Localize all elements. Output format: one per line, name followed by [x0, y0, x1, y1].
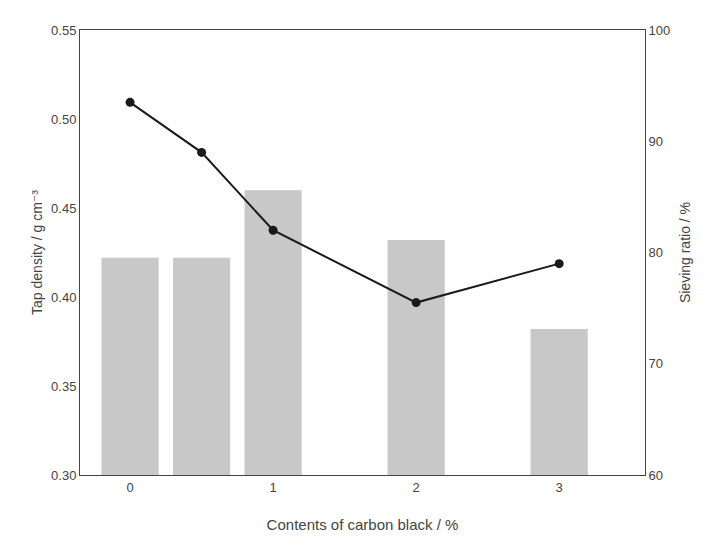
svg-text:2: 2	[413, 480, 420, 495]
svg-text:0.50: 0.50	[51, 112, 76, 127]
svg-text:0.45: 0.45	[51, 201, 76, 216]
svg-text:1: 1	[269, 480, 276, 495]
svg-text:70: 70	[649, 356, 663, 371]
svg-text:Contents of carbon black / %: Contents of carbon black / %	[267, 516, 459, 533]
svg-text:0.35: 0.35	[51, 379, 76, 394]
svg-text:100: 100	[649, 23, 671, 38]
svg-text:3: 3	[556, 480, 563, 495]
svg-text:0.40: 0.40	[51, 290, 76, 305]
svg-text:60: 60	[649, 468, 663, 483]
svg-text:0: 0	[126, 480, 133, 495]
svg-text:0.30: 0.30	[51, 468, 76, 483]
svg-text:80: 80	[649, 245, 663, 260]
svg-text:90: 90	[649, 134, 663, 149]
svg-text:Tap density / g cm⁻³: Tap density / g cm⁻³	[29, 190, 45, 315]
svg-text:0.55: 0.55	[51, 23, 76, 38]
svg-text:Sieving ratio / %: Sieving ratio / %	[677, 202, 693, 303]
